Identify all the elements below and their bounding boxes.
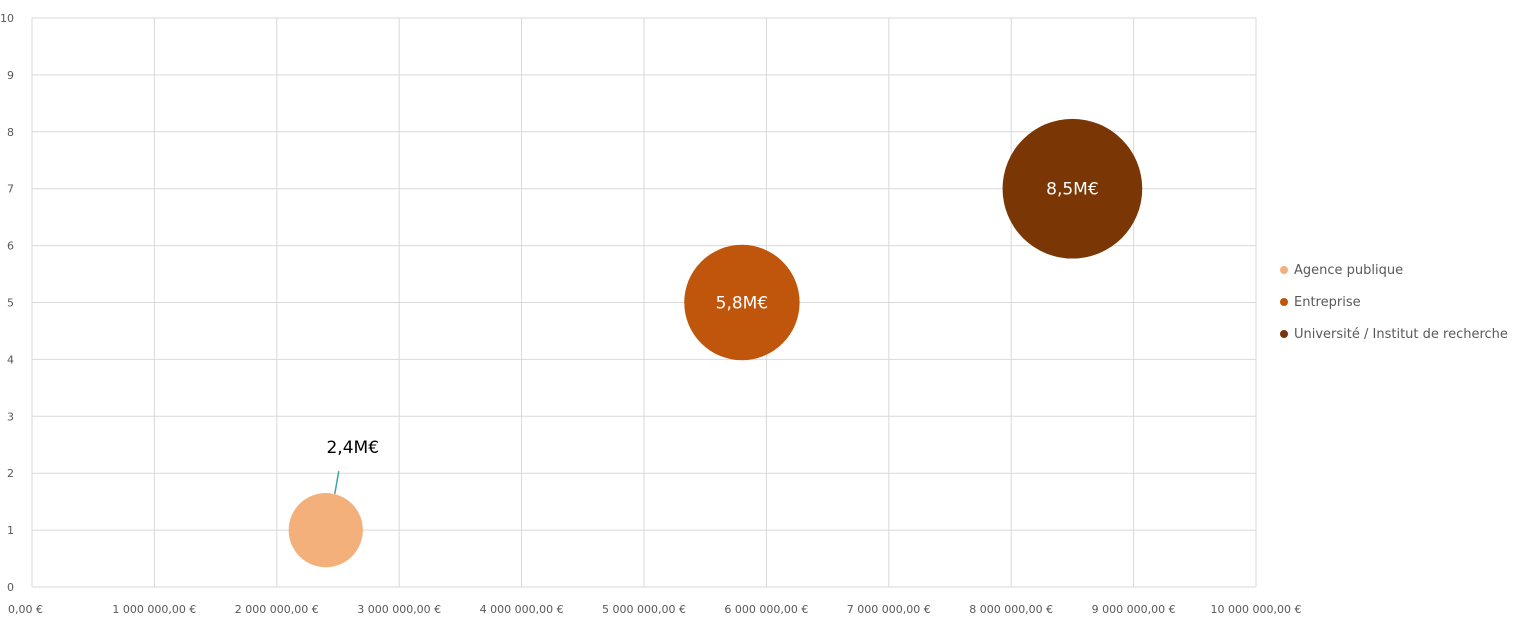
x-tick-label: 10 000 000,00 € — [1211, 603, 1302, 616]
bubbles — [288, 118, 1143, 568]
data-labels: 2,4M€ 5,8M€ 8,5M€ — [326, 180, 1099, 495]
y-axis-ticks: 0 1 2 3 4 5 6 7 8 9 10 — [0, 12, 14, 594]
y-tick-label: 2 — [7, 467, 14, 480]
x-tick-label: 4 000 000,00 € — [480, 603, 564, 616]
x-tick-label: 1 000 000,00 € — [112, 603, 196, 616]
y-tick-label: 8 — [7, 126, 14, 139]
x-tick-label: 9 000 000,00 € — [1092, 603, 1176, 616]
legend-item-entreprise[interactable]: Entreprise — [1280, 286, 1508, 318]
legend-label: Entreprise — [1294, 294, 1361, 310]
y-tick-label: 7 — [7, 183, 14, 196]
x-tick-label: 8 000 000,00 € — [969, 603, 1053, 616]
x-tick-label: 0,00 € — [8, 603, 43, 616]
y-tick-label: 4 — [7, 353, 14, 366]
legend-label: Université / Institut de recherche — [1294, 326, 1508, 342]
y-tick-label: 0 — [7, 581, 14, 594]
data-label: 8,5M€ — [1046, 180, 1099, 200]
legend-item-universite[interactable]: Université / Institut de recherche — [1280, 318, 1508, 350]
y-tick-label: 5 — [7, 297, 14, 310]
y-tick-label: 1 — [7, 524, 14, 537]
x-axis-ticks: 0,00 € 1 000 000,00 € 2 000 000,00 € 3 000 … — [8, 603, 1301, 616]
legend: Agence publique Entreprise Université / … — [1280, 254, 1508, 350]
y-tick-label: 9 — [7, 69, 14, 82]
legend-marker — [1280, 266, 1288, 274]
bubble — [288, 492, 363, 568]
x-tick-label: 5 000 000,00 € — [602, 603, 686, 616]
y-tick-label: 3 — [7, 410, 14, 423]
legend-label: Agence publique — [1294, 262, 1404, 278]
data-label: 5,8M€ — [716, 294, 769, 314]
y-tick-label: 6 — [7, 240, 14, 253]
grid-lines — [31, 17, 1257, 588]
x-tick-label: 3 000 000,00 € — [357, 603, 441, 616]
bubble — [684, 244, 800, 361]
leader-line — [334, 470, 340, 495]
y-tick-label: 10 — [0, 12, 14, 25]
data-label: 2,4M€ — [326, 438, 379, 458]
x-tick-label: 7 000 000,00 € — [847, 603, 931, 616]
legend-marker — [1280, 298, 1288, 306]
x-tick-label: 6 000 000,00 € — [724, 603, 808, 616]
x-tick-label: 2 000 000,00 € — [235, 603, 319, 616]
legend-marker — [1280, 330, 1288, 338]
bubble — [1002, 118, 1143, 259]
legend-item-agence-publique[interactable]: Agence publique — [1280, 254, 1508, 286]
